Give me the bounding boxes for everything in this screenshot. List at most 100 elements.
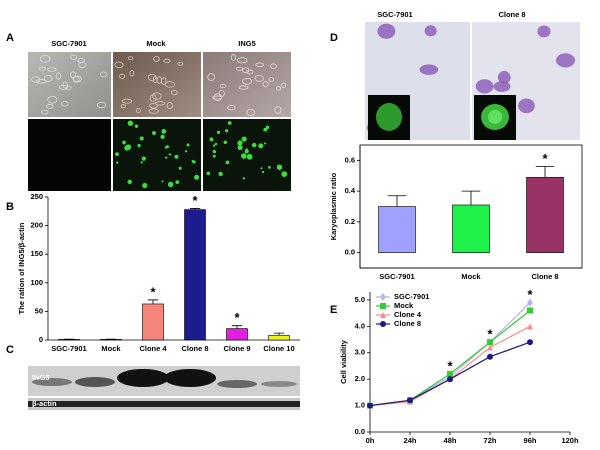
x-tick-label: Clone 8 [181,344,208,353]
bar [378,206,416,253]
y-tick-label: 0.2 [345,217,355,226]
y-tick-label: 50 [35,306,43,315]
stained-cell [497,70,511,84]
legend-marker [380,312,386,318]
cell [46,104,54,109]
green-cell [178,166,182,170]
error-bar [189,208,201,210]
cell [163,58,171,64]
error-bar [273,332,285,336]
green-cell [186,143,190,147]
y-tick-label: 1.0 [355,401,365,410]
cell [274,106,282,114]
bar [526,176,564,253]
green-cell [241,136,247,142]
x-tick-label: SGC-7901 [379,272,414,281]
x-tick-label: 96h [524,436,537,445]
y-axis-label: Cell viability [339,339,348,384]
green-cell [161,180,164,183]
nucleus [488,110,502,124]
band-label: ING5 [32,373,50,382]
marker [407,397,413,404]
green-cell [115,152,119,157]
cell [99,71,108,78]
cell [268,77,274,82]
green-cell [139,136,144,141]
cell [219,84,227,89]
cell [254,74,264,82]
legend-marker [380,303,386,309]
x-tick-label: 0h [366,436,375,445]
green-cell [216,130,221,135]
green-cell [167,181,174,188]
panel-label: D [330,32,338,44]
cell [152,92,162,100]
marker [367,402,373,409]
green-cell [212,144,216,147]
significance-mark: * [192,193,198,208]
green-cell [127,179,132,185]
y-axis-label: The ration of ING5/β-actin [17,222,26,314]
cell [156,76,163,84]
cell [72,75,82,83]
cell [47,95,58,104]
x-tick-label: Clone 4 [139,344,167,353]
cell [213,93,222,102]
band [164,369,216,387]
cell [242,77,253,85]
band [28,401,300,407]
green-cell [214,142,218,146]
green-cell [160,134,165,139]
fluorescence-image [28,119,111,191]
green-cell [184,150,188,153]
cell [62,81,68,89]
y-tick-label: 0.6 [345,155,355,164]
y-tick-label: 0 [39,335,43,344]
y-tick-label: 150 [30,249,43,258]
significance-mark: * [542,151,548,166]
cell [235,66,243,71]
x-tick-label: 72h [484,436,497,445]
nucleus [376,103,402,131]
band [261,381,297,387]
column-label: Clone 8 [498,10,525,19]
legend-marker [380,293,386,301]
green-cell [223,140,228,145]
green-cell [175,180,180,185]
green-cell [212,154,216,158]
bar [142,303,164,341]
green-cell [268,165,271,169]
y-tick-label: 4.0 [355,321,365,330]
green-cell [125,144,132,151]
cell [207,73,215,81]
band [117,369,169,387]
cell [238,85,249,90]
x-tick-label: 24h [404,436,417,445]
error-bar [147,299,159,304]
green-cell [265,125,270,130]
cell [47,67,57,72]
y-tick-label: 5.0 [355,295,365,304]
y-axis-label: Karyoplasmic ratio [329,172,338,240]
green-cell [134,124,139,128]
band [217,380,257,388]
green-cell [263,127,268,132]
legend-marker [380,321,386,327]
significance-mark: * [487,327,493,342]
green-cell [206,171,211,176]
green-cell [224,129,229,133]
significance-mark: * [150,284,156,299]
cell [149,102,158,109]
cell [55,72,62,80]
cell [275,86,282,91]
green-cell [127,120,134,126]
cell [38,66,46,71]
cell [246,69,254,75]
green-cell [137,143,141,148]
marker [487,353,493,360]
green-cell [165,156,168,159]
y-tick-label: 200 [30,221,43,230]
x-tick-label: Clone 9 [223,344,250,353]
green-cell [218,171,223,177]
cell [148,108,159,114]
